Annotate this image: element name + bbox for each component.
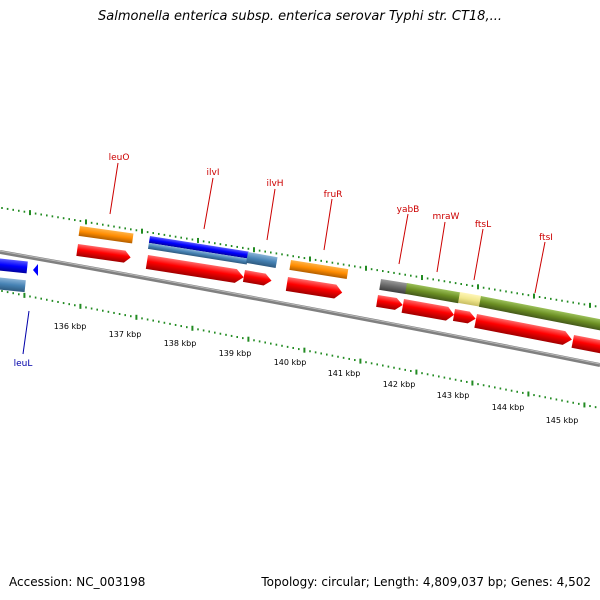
cds-ftsI[interactable]	[474, 314, 573, 346]
cds-ilvI[interactable]	[145, 255, 245, 284]
gene-leuL-arrowhead	[33, 264, 38, 276]
ruler-label-145: 145 kbp	[546, 416, 579, 425]
cds-yabB[interactable]	[376, 295, 404, 311]
genome-backbone-highlight	[0, 250, 600, 365]
tick-track-lower	[1, 290, 597, 409]
callout-leuL	[22, 310, 30, 355]
ruler-label-141: 141 kbp	[328, 369, 361, 378]
gene-leuL-steel-bar[interactable]	[0, 276, 26, 293]
ruler-label-136: 136 kbp	[54, 322, 87, 331]
topology-text: Topology: circular; Length: 4,809,037 bp…	[261, 575, 591, 589]
gene-label-fruR: fruR	[324, 190, 343, 200]
gene-label-leuL: leuL	[14, 359, 33, 369]
cds-fruR[interactable]	[285, 277, 344, 300]
genome-backbone	[0, 250, 600, 367]
ruler-label-140: 140 kbp	[274, 358, 307, 367]
gene-label-ilvH: ilvH	[266, 179, 283, 189]
map-title: Salmonella enterica subsp. enterica sero…	[98, 9, 502, 24]
callout-ftsI	[534, 241, 546, 294]
cds-mraW[interactable]	[401, 299, 456, 322]
accession-text: Accession: NC_003198	[9, 575, 146, 589]
gene-label-mraW: mraW	[433, 212, 460, 222]
callout-fruR	[323, 198, 333, 251]
cds-ilvH[interactable]	[242, 270, 273, 287]
gene-mraW-bar[interactable]	[405, 283, 461, 304]
tick-track-upper	[1, 207, 597, 308]
gene-fruR-bar[interactable]	[289, 260, 349, 279]
gene-label-yabB: yabB	[397, 205, 420, 215]
callout-mraW	[436, 221, 446, 273]
callout-ilvI	[203, 177, 214, 230]
ruler-label-138: 138 kbp	[164, 339, 197, 348]
gene-leuO-bar[interactable]	[78, 226, 134, 244]
ruler-label-137: 137 kbp	[109, 330, 142, 339]
gene-leuL-bar[interactable]	[0, 258, 28, 274]
gene-ftsI-bar[interactable]	[478, 296, 600, 331]
ruler-label-144: 144 kbp	[492, 403, 525, 412]
cds-ftsL[interactable]	[452, 309, 477, 325]
gene-label-ftsL: ftsL	[475, 220, 491, 230]
gene-label-ilvI: ilvI	[207, 168, 220, 178]
callout-yabB	[398, 213, 409, 265]
ruler-label-143: 143 kbp	[437, 391, 470, 400]
gene-ftsL-bar[interactable]	[458, 292, 482, 307]
gene-label-leuO: leuO	[109, 153, 130, 163]
ruler-label-142: 142 kbp	[383, 380, 416, 389]
gene-ilvI-bar[interactable]	[147, 236, 249, 265]
gene-ilvH-bar[interactable]	[246, 252, 278, 269]
gene-label-ftsI: ftsI	[539, 233, 553, 243]
callout-ilvH	[266, 188, 276, 241]
ruler-label-139: 139 kbp	[219, 349, 252, 358]
cds-leuO[interactable]	[76, 244, 131, 263]
callout-ftsL	[473, 228, 484, 281]
gene-yabB-bar[interactable]	[379, 279, 408, 295]
cds-next[interactable]	[571, 335, 600, 356]
callout-leuO	[109, 162, 119, 215]
